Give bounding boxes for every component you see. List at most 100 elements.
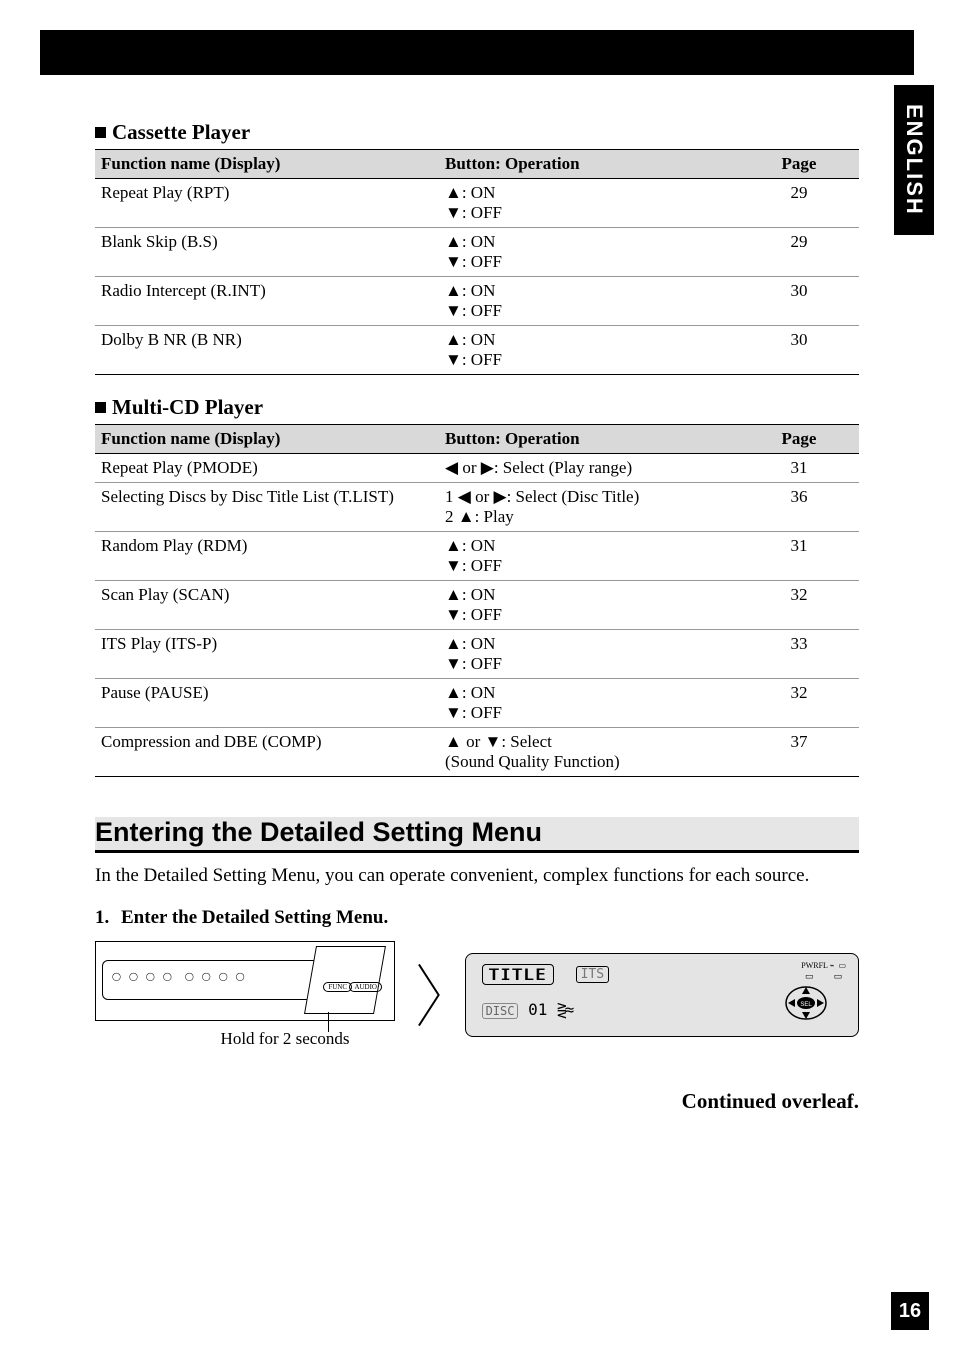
triangle-left-icon <box>445 458 458 477</box>
triangle-down-icon <box>445 556 462 575</box>
continued-overleaf: Continued overleaf. <box>95 1089 859 1114</box>
triangle-up-icon <box>445 585 462 604</box>
language-tab: ENGLISH <box>894 85 934 235</box>
pg-cell: 31 <box>739 532 859 581</box>
triangle-up-icon <box>445 281 462 300</box>
triangle-right-icon <box>494 487 507 506</box>
fn-cell: Selecting Discs by Disc Title List (T.LI… <box>95 483 439 532</box>
top-black-band <box>40 30 914 75</box>
fn-cell: Scan Play (SCAN) <box>95 581 439 630</box>
fn-cell: ITS Play (ITS-P) <box>95 630 439 679</box>
table-row: Dolby B NR (B NR) : ON : OFF 30 <box>95 326 859 375</box>
pg-cell: 31 <box>739 454 859 483</box>
lcd-disc-number: 01 <box>528 1000 547 1019</box>
multi-table: Function name (Display) Button: Operatio… <box>95 424 859 777</box>
lcd-disc-row: DISC 01 ⋛≈ <box>482 1000 573 1019</box>
col-fn: Function name (Display) <box>95 425 439 454</box>
fn-cell: Random Play (RDM) <box>95 532 439 581</box>
step-number: 1. <box>95 907 121 929</box>
triangle-down-icon <box>445 301 462 320</box>
lcd-title-label: TITLE <box>482 964 554 985</box>
pg-cell: 30 <box>739 277 859 326</box>
panel-illustration-wrapper: ◯ ◯ ◯ ◯ ◯ ◯ ◯ ◯ FUNC AUDIO Hold for 2 se… <box>95 941 395 1049</box>
sel-label: SEL <box>800 1002 812 1008</box>
op-cell: or : Select (Sound Quality Function) <box>439 728 739 777</box>
triangle-down-icon <box>445 703 462 722</box>
front-flap <box>304 946 386 1014</box>
fn-cell: Repeat Play (RPT) <box>95 179 439 228</box>
fn-cell: Radio Intercept (R.INT) <box>95 277 439 326</box>
pg-cell: 29 <box>739 228 859 277</box>
preset-buttons: ◯ ◯ ◯ ◯ ◯ ◯ ◯ ◯ <box>112 972 248 981</box>
chevron-right-icon <box>415 960 445 1030</box>
triangle-down-icon <box>445 203 462 222</box>
cassette-title: Cassette Player <box>95 120 859 145</box>
triangle-left-icon <box>458 487 471 506</box>
op-cell: : ON : OFF <box>439 679 739 728</box>
col-pg: Page <box>739 150 859 179</box>
pg-cell: 33 <box>739 630 859 679</box>
op-cell: : ON : OFF <box>439 326 739 375</box>
lcd-disc-label: DISC <box>482 1003 519 1019</box>
bullet-icon <box>95 127 106 138</box>
fn-cell: Pause (PAUSE) <box>95 679 439 728</box>
col-fn: Function name (Display) <box>95 150 439 179</box>
table-row: Repeat Play (RPT) : ON : OFF 29 <box>95 179 859 228</box>
head-unit-illustration: ◯ ◯ ◯ ◯ ◯ ◯ ◯ ◯ FUNC AUDIO <box>95 941 395 1021</box>
lcd-control-labels: PWRFL ⌁ ▭ ▭ ▭ <box>801 962 846 981</box>
audio-button-label: AUDIO <box>349 982 382 992</box>
triangle-up-icon <box>458 507 475 526</box>
op-cell: : ON : OFF <box>439 532 739 581</box>
pg-cell: 36 <box>739 483 859 532</box>
pg-cell: 32 <box>739 679 859 728</box>
triangle-up-icon <box>445 183 462 202</box>
op-cell: : ON : OFF <box>439 228 739 277</box>
col-pg: Page <box>739 425 859 454</box>
table-row: Random Play (RDM) : ON : OFF 31 <box>95 532 859 581</box>
bullet-icon <box>95 402 106 413</box>
pg-cell: 29 <box>739 179 859 228</box>
callout-line <box>328 1012 329 1032</box>
lcd-its-label: ITS <box>576 966 609 983</box>
pwrfl-label: PWRFL <box>801 961 827 970</box>
entering-heading: Entering the Detailed Setting Menu <box>95 817 859 853</box>
page-number: 16 <box>891 1292 929 1330</box>
fn-cell: Blank Skip (B.S) <box>95 228 439 277</box>
col-op: Button: Operation <box>439 425 739 454</box>
table-row: Blank Skip (B.S) : ON : OFF 29 <box>95 228 859 277</box>
triangle-down-icon <box>485 732 502 751</box>
fn-cell: Repeat Play (PMODE) <box>95 454 439 483</box>
hold-caption: Hold for 2 seconds <box>175 1029 395 1049</box>
cassette-table: Function name (Display) Button: Operatio… <box>95 149 859 375</box>
op-cell: : ON : OFF <box>439 277 739 326</box>
table-row: Scan Play (SCAN) : ON : OFF 32 <box>95 581 859 630</box>
lcd-display-illustration: TITLE ITS DISC 01 ⋛≈ PWRFL ⌁ ▭ ▭ ▭ <box>465 953 859 1037</box>
entering-para: In the Detailed Setting Menu, you can op… <box>95 863 859 889</box>
step-text: Enter the Detailed Setting Menu. <box>121 907 388 928</box>
op-cell: 1 or : Select (Disc Title) 2 : Play <box>439 483 739 532</box>
op-cell: : ON : OFF <box>439 179 739 228</box>
triangle-right-icon <box>481 458 494 477</box>
table-row: ITS Play (ITS-P) : ON : OFF 33 <box>95 630 859 679</box>
page-content: Cassette Player Function name (Display) … <box>95 100 859 1114</box>
triangle-down-icon <box>445 350 462 369</box>
pg-cell: 37 <box>739 728 859 777</box>
table-row: Repeat Play (PMODE) or : Select (Play ra… <box>95 454 859 483</box>
triangle-down-icon <box>445 252 462 271</box>
triangle-up-icon <box>445 683 462 702</box>
step-1: 1.Enter the Detailed Setting Menu. <box>95 907 859 929</box>
table-row: Compression and DBE (COMP) or : Select (… <box>95 728 859 777</box>
pg-cell: 30 <box>739 326 859 375</box>
op-cell: or : Select (Play range) <box>439 454 739 483</box>
illustration-row: ◯ ◯ ◯ ◯ ◯ ◯ ◯ ◯ FUNC AUDIO Hold for 2 se… <box>95 941 859 1049</box>
multi-title: Multi-CD Player <box>95 395 859 420</box>
op-cell: : ON : OFF <box>439 630 739 679</box>
col-op: Button: Operation <box>439 150 739 179</box>
triangle-up-icon <box>445 536 462 555</box>
op-cell: : ON : OFF <box>439 581 739 630</box>
wave-icon: ⋛≈ <box>557 1000 572 1019</box>
cassette-title-text: Cassette Player <box>112 120 250 144</box>
triangle-up-icon <box>445 634 462 653</box>
pg-cell: 32 <box>739 581 859 630</box>
triangle-down-icon <box>445 605 462 624</box>
